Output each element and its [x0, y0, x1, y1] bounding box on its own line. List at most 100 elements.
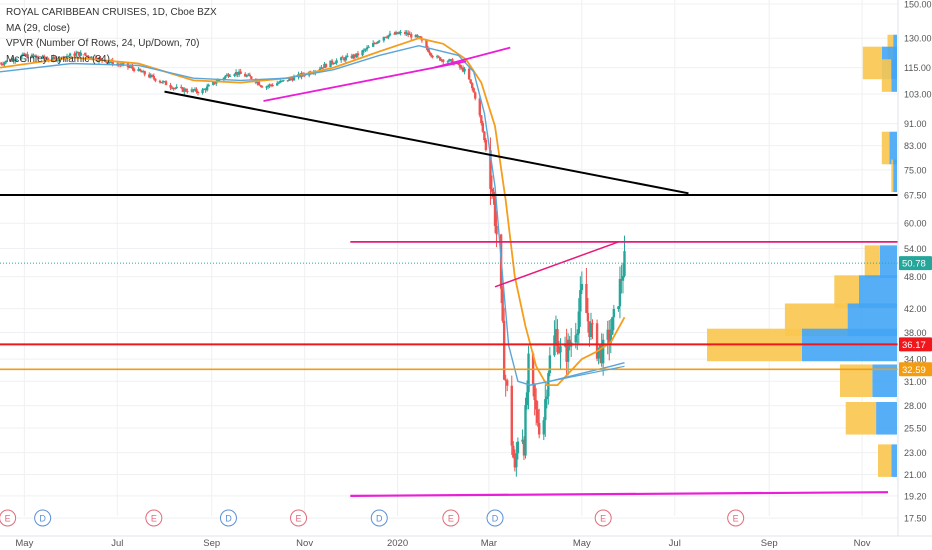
- time-tick-label: May: [573, 538, 591, 549]
- candle-body: [245, 75, 248, 77]
- candle-body: [393, 33, 396, 35]
- candle-body: [164, 81, 168, 86]
- volume-down-bar: [845, 402, 877, 435]
- candle-body: [44, 58, 47, 60]
- ma-29-line: [0, 37, 626, 386]
- time-axis[interactable]: May Jul Sep Nov 2020 Mar May Jul Sep Nov: [0, 535, 932, 549]
- ma-legend[interactable]: MA (29, close): [6, 22, 70, 34]
- dividend-event-marker: [219, 509, 237, 527]
- candle-body: [495, 225, 498, 235]
- candle-body: [140, 71, 143, 73]
- candle-body: [149, 74, 152, 78]
- earnings-event-marker: [145, 509, 163, 527]
- candle-body: [277, 82, 280, 84]
- candle-body: [158, 80, 162, 83]
- time-tick-label: 2020: [387, 538, 408, 549]
- candle-body: [620, 278, 623, 281]
- symbol-title[interactable]: ROYAL CARIBBEAN CRUISES, 1D, Cboe BZX: [6, 7, 217, 18]
- price-tick-label: 25.50: [904, 423, 927, 433]
- candle-body: [26, 54, 29, 58]
- candle-body: [460, 67, 463, 69]
- candle-body: [417, 36, 421, 38]
- dividend-event-label: D: [225, 514, 232, 524]
- candle-body: [279, 80, 282, 83]
- candle-body: [435, 56, 439, 58]
- candle-body: [463, 68, 466, 72]
- candle-body: [33, 56, 37, 58]
- price-axis[interactable]: 150.00 130.00 115.00 103.00 91.00 83.00 75.00 6…: [897, 0, 932, 536]
- candle-body: [343, 58, 346, 61]
- candle-body: [42, 55, 46, 59]
- candle-body: [606, 329, 609, 340]
- candle-body: [408, 34, 411, 36]
- candle-body: [598, 344, 602, 348]
- candle-body: [588, 321, 591, 337]
- candle-body: [247, 74, 250, 76]
- time-tick-label: Sep: [203, 538, 220, 549]
- candle-body: [536, 409, 539, 423]
- candle-body: [269, 84, 273, 86]
- candle-body: [566, 339, 570, 362]
- time-tick-label: Jul: [111, 538, 123, 549]
- candle-body: [259, 85, 262, 87]
- candle-body: [426, 47, 430, 52]
- candle-body: [276, 83, 279, 86]
- candle-body: [385, 37, 389, 39]
- candle-body: [544, 399, 547, 421]
- candle-body: [565, 343, 568, 362]
- candle-body: [163, 81, 166, 83]
- candle-body: [449, 59, 453, 61]
- vpvr-legend[interactable]: VPVR (Number Of Rows, 24, Up/Down, 70): [6, 38, 200, 49]
- candle-body: [9, 60, 12, 62]
- candle-body: [489, 150, 492, 189]
- volume-up-bar: [891, 444, 897, 477]
- candle-body: [160, 82, 163, 84]
- trendline: [350, 491, 889, 497]
- candle-body: [388, 33, 392, 36]
- candle-body: [175, 86, 178, 88]
- candle-body: [132, 68, 136, 72]
- candle-body: [288, 78, 291, 81]
- time-tick-label: Mar: [481, 538, 497, 549]
- candle-body: [10, 59, 14, 62]
- candle-body: [617, 306, 620, 309]
- candle-body: [41, 55, 44, 58]
- candle-body: [224, 75, 227, 78]
- mcginley-legend[interactable]: McGinley Dynamic (34): [6, 53, 110, 65]
- candle-body: [15, 59, 18, 61]
- candle-body: [228, 75, 232, 77]
- candle-body: [202, 89, 206, 91]
- candle-body: [143, 71, 146, 75]
- candle-body: [350, 55, 354, 59]
- candle-body: [170, 87, 174, 89]
- candle-body: [545, 396, 549, 400]
- candle-body: [324, 63, 328, 68]
- volume-up-bar: [859, 275, 897, 308]
- candle-body: [152, 75, 156, 79]
- price-tick-label: 130.00: [904, 34, 932, 44]
- drawing-lines: [0, 46, 898, 497]
- price-tick-label: 17.50: [904, 514, 927, 524]
- price-tick-label: 19.20: [904, 491, 927, 501]
- candle-body: [186, 91, 189, 93]
- candle-body: [204, 89, 207, 91]
- candle-body: [559, 346, 562, 353]
- volume-up-bar: [893, 159, 897, 193]
- candle-body: [282, 80, 285, 82]
- candle-body: [195, 88, 198, 92]
- price-tick-label: 28.00: [904, 401, 927, 411]
- earnings-event-label: E: [151, 514, 157, 524]
- time-tick-label: Nov: [854, 538, 871, 549]
- candle-body: [362, 49, 366, 51]
- candle-body: [568, 339, 571, 347]
- candle-body: [268, 84, 271, 86]
- candle-body: [106, 62, 110, 64]
- price-marker-badge: [899, 362, 932, 377]
- candle-body: [291, 78, 294, 81]
- candle-body: [396, 32, 399, 34]
- candle-body: [612, 308, 616, 318]
- candle-body: [524, 405, 527, 456]
- time-tick-label: Jul: [669, 538, 681, 549]
- price-tick-label: 31.00: [904, 377, 927, 387]
